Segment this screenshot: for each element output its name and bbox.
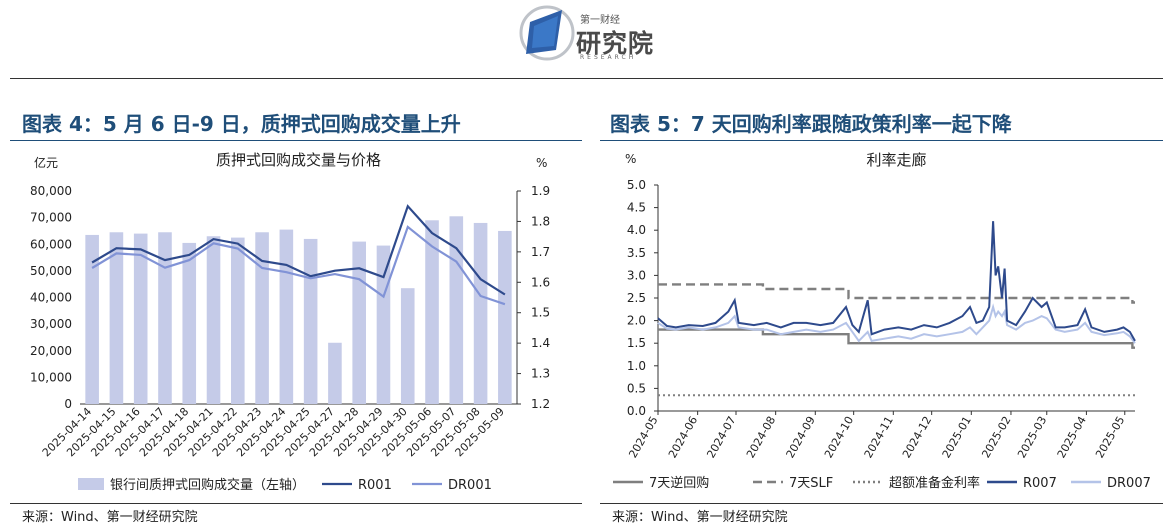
volume-bar [279,229,294,404]
legend-label-volume: 银行间质押式回购成交量（左轴） [110,477,305,493]
legend-label-0: 7天逆回购 [649,475,709,491]
volume-bar [182,242,197,404]
y-tick-label: 4.0 [627,223,646,237]
x-tick-label: 2024-12 [900,414,934,460]
right-y-tick-label: 1.3 [531,367,550,381]
x-tick-label: 2025-02 [979,414,1013,460]
series-line-dr001 [91,225,506,306]
logo-mark-icon [519,5,575,61]
left-y-tick-label: 0 [64,397,72,411]
right-axis-unit: % [536,156,547,170]
volume-bar [85,234,99,404]
left-y-tick-label: 20,000 [30,344,72,358]
legend-label-1: 7天SLF [789,476,833,491]
volume-bar [400,288,415,404]
left-panel-divider [10,140,582,141]
x-tick-label: 2025-04 [1055,414,1089,460]
legend-swatch-volume [78,478,104,490]
left-source-divider [10,503,582,504]
volume-bar [158,232,172,404]
legend-label-r001: R001 [358,478,392,493]
right-y-tick-label: 1.5 [531,306,550,320]
left-y-tick-label: 10,000 [30,370,72,384]
x-tick-label: 2024-11 [862,414,896,460]
legend-label-2: 超额准备金利率 [889,475,980,491]
x-tick-label: 2024-07 [704,414,738,460]
brand-logo: 第一财经 研究院 RESEARCH [518,2,658,66]
y-tick-label: 2.0 [627,314,646,328]
legend-label-4: DR007 [1107,476,1151,491]
x-tick-label: 2024-10 [822,414,856,460]
x-tick-label: 2025-01 [940,414,974,460]
volume-bar [376,245,391,404]
y-tick-label: 2.5 [627,291,646,305]
left-source-note: 来源：Wind、第一财经研究院 [22,510,198,525]
x-tick-label: 2024-06 [666,414,700,460]
series-line-r001 [91,204,506,296]
left-y-tick-label: 30,000 [30,317,72,331]
right-y-tick-label: 1.4 [531,336,550,350]
chart-title: 质押式回购成交量与价格 [216,151,381,169]
y-tick-label: 5.0 [627,178,646,192]
volume-bar [449,216,464,404]
volume-bar [109,232,124,404]
legend-label-dr001: DR001 [448,478,492,493]
left-y-tick-label: 50,000 [30,264,72,278]
volume-bar [425,220,439,404]
brand-top-text: 第一财经 [580,15,620,26]
legend-label-3: R007 [1023,476,1057,491]
y-tick-label: 4.5 [627,201,646,215]
left-y-tick-label: 70,000 [30,211,72,225]
y-tick-label: 1.5 [627,336,646,350]
brand-main-text: 研究院 [576,29,655,58]
x-tick-label: 2024-08 [744,414,778,460]
right-y-tick-label: 1.8 [531,214,550,228]
right-y-tick-label: 1.6 [531,275,550,289]
volume-bar [206,236,221,404]
y-tick-label: 1.0 [627,359,646,373]
right-y-tick-label: 1.7 [531,245,550,259]
series-line-3 [657,221,1136,342]
right-panel-divider [600,140,1163,141]
right-source-divider [600,503,1163,504]
y-tick-label: 0.0 [627,404,646,418]
brand-sub-text: RESEARCH [580,54,637,61]
right-y-tick-label: 1.2 [531,397,550,411]
y-tick-label: 3.5 [627,246,646,260]
x-tick-label: 2024-09 [784,414,818,460]
right-panel-heading: 图表 5：7 天回购利率跟随政策利率一起下降 [610,112,1012,136]
x-tick-label: 2024-05 [626,414,660,460]
y-axis-unit: % [625,152,636,166]
series-line-4 [657,303,1136,344]
right-source-note: 来源：Wind、第一财经研究院 [612,510,788,525]
left-y-tick-label: 60,000 [30,237,72,251]
left-y-tick-label: 80,000 [30,184,72,198]
repo-volume-price-chart: 质押式回购成交量与价格 亿元 % 0 10,000 20,000 30,000 40,000 5… [30,151,550,493]
volume-bar [498,230,512,404]
y-tick-label: 0.5 [627,381,646,395]
series-line-1 [658,283,1135,304]
x-tick-label: 2025-03 [1015,414,1049,460]
right-y-tick-label: 1.9 [531,184,550,198]
volume-bar [328,342,342,404]
left-y-tick-label: 40,000 [30,291,72,305]
rate-corridor-chart: 利率走廊% 0.0 0.5 1.0 1.5 2.0 2.5 3.0 3.5 4.0 4.5 5.0 20… [613,151,1151,491]
volume-bar [303,238,318,404]
volume-bar [133,233,148,404]
left-panel-heading: 图表 4：5 月 6 日-9 日，质押式回购成交量上升 [22,112,461,136]
x-tick-label: 2025-05 [1093,414,1127,460]
volume-bar [231,237,245,404]
volume-bar [473,222,488,404]
y-tick-label: 3.0 [627,268,646,282]
chart-title: 利率走廊 [866,151,926,169]
left-axis-unit: 亿元 [34,155,58,170]
volume-bar [255,232,269,404]
volume-bar [352,241,366,404]
top-divider [10,78,1163,79]
